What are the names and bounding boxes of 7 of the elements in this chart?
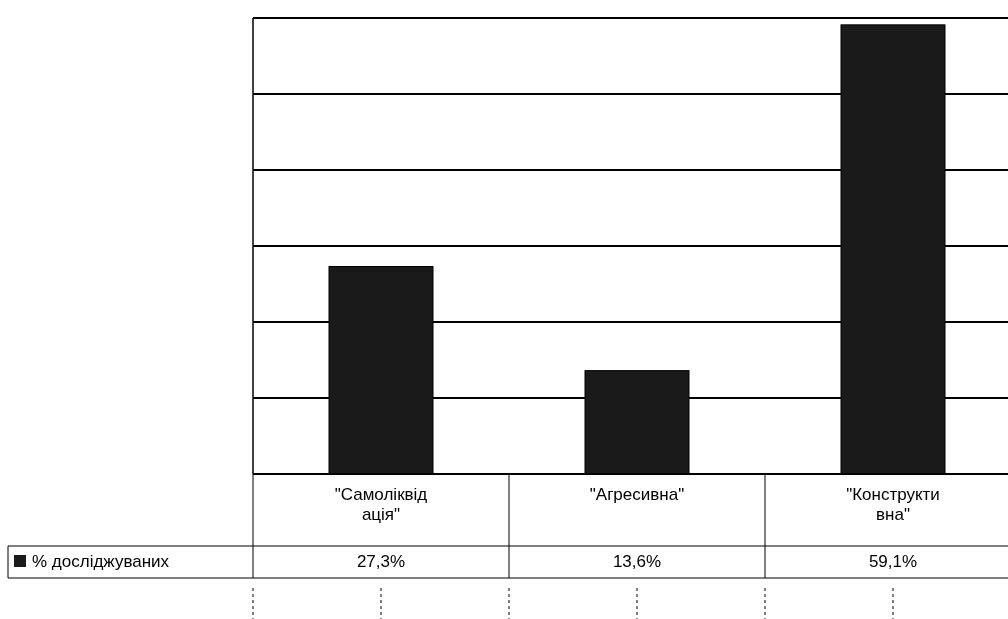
x-tick-label: "Конструктивна" <box>846 485 940 524</box>
x-tick-label: "Самоліквідація" <box>334 485 428 524</box>
data-label: 13,6% <box>612 552 662 571</box>
x-tick-label: "Агресивна" <box>589 485 685 504</box>
data-label: 27,3% <box>356 552 406 571</box>
legend-label: % досліджуваних <box>32 552 170 571</box>
data-label: 59,1% <box>868 552 918 571</box>
